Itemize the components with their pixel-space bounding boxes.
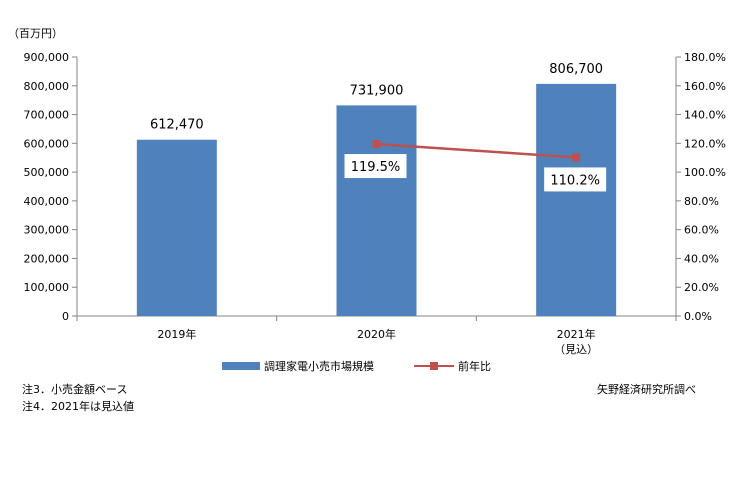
yoy-value-label: 110.2% xyxy=(550,173,600,188)
yoy-label-bg xyxy=(544,167,607,192)
yoy-marker xyxy=(572,153,581,162)
bar-value-label: 731,900 xyxy=(350,83,404,98)
y-right-tick-label: 160.0% xyxy=(684,80,726,93)
yoy-line xyxy=(376,142,577,159)
legend-bar-swatch xyxy=(222,362,260,370)
bar xyxy=(336,105,417,316)
y-left-tick-label: 600,000 xyxy=(24,137,70,150)
y-left-tick-label: 0 xyxy=(62,310,69,323)
bar xyxy=(536,83,617,316)
footnote-4: 注4．2021年は見込値 xyxy=(22,400,134,413)
footnote-3: 注3．小売金額ベース xyxy=(22,383,128,396)
y-right-tick-label: 20.0% xyxy=(684,281,719,294)
legend-label-yoy: 前年比 xyxy=(458,360,491,373)
y-left-tick-label: 900,000 xyxy=(24,51,70,64)
yoy-marker xyxy=(372,140,381,149)
x-tick-label: 2020年 xyxy=(357,327,396,341)
y-right-tick-label: 100.0% xyxy=(684,166,726,179)
y-right-tick-label: 0.0% xyxy=(684,310,712,323)
y-right-tick-label: 120.0% xyxy=(684,137,726,150)
y-left-tick-label: 400,000 xyxy=(24,195,70,208)
bar xyxy=(136,139,217,316)
yoy-value-label: 119.5% xyxy=(351,160,401,175)
y-left-tick-label: 500,000 xyxy=(24,166,70,179)
y-right-tick-label: 60.0% xyxy=(684,224,719,237)
y-right-tick-label: 40.0% xyxy=(684,252,719,265)
y-right-tick-label: 80.0% xyxy=(684,195,719,208)
legend-line-swatch xyxy=(414,362,454,370)
y-left-tick-label: 800,000 xyxy=(24,80,70,93)
y-right-tick-label: 140.0% xyxy=(684,109,726,122)
x-tick-label: 2019年 xyxy=(157,327,196,341)
y-left-tick-label: 200,000 xyxy=(24,252,70,265)
y-left-tick-label: 300,000 xyxy=(24,224,70,237)
x-tick-sublabel: （見込） xyxy=(554,343,598,356)
legend-item-market-size: 調理家電小売市場規模 xyxy=(222,358,374,374)
y-left-tick-label: 100,000 xyxy=(24,281,70,294)
yoy-label-bg xyxy=(344,154,407,179)
legend-label-market-size: 調理家電小売市場規模 xyxy=(264,360,374,373)
source-note: 矢野経済研究所調べ xyxy=(597,383,696,396)
legend-item-yoy: 前年比 xyxy=(414,358,491,374)
bar-value-label: 612,470 xyxy=(150,118,204,133)
bar-value-label: 806,700 xyxy=(549,62,603,77)
x-tick-label: 2021年 xyxy=(557,327,596,341)
y-right-tick-label: 180.0% xyxy=(684,51,726,64)
y-axis-unit-label: （百万円） xyxy=(8,27,63,40)
y-left-tick-label: 700,000 xyxy=(24,109,70,122)
